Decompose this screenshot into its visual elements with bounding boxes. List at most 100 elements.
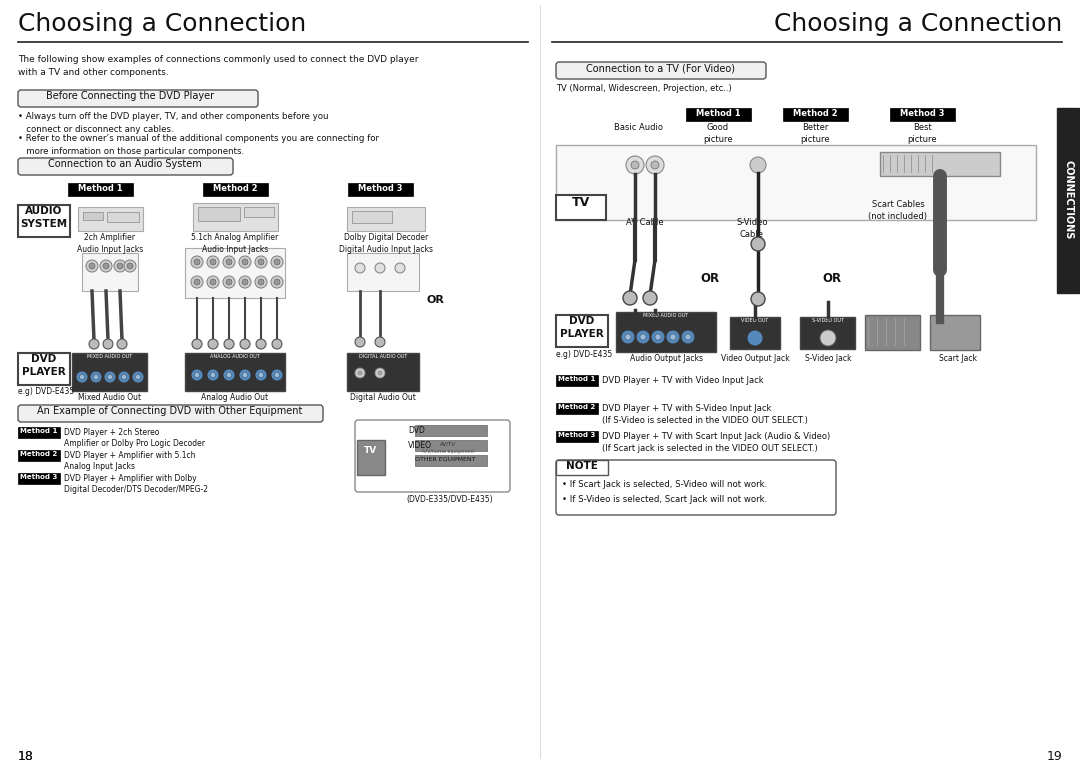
Text: e.g) DVD-E435: e.g) DVD-E435 [556, 350, 612, 359]
Text: Video Output Jack: Video Output Jack [720, 354, 789, 363]
Circle shape [625, 334, 631, 340]
Circle shape [643, 291, 657, 305]
Bar [556, 375, 598, 386]
Text: TV: TV [364, 445, 378, 454]
Text: OR: OR [427, 295, 444, 305]
Circle shape [207, 276, 219, 288]
Text: Scart Jack: Scart Jack [939, 354, 977, 363]
Circle shape [355, 263, 365, 273]
Bar [730, 317, 780, 349]
Circle shape [89, 263, 95, 269]
Circle shape [135, 375, 140, 379]
Bar [556, 403, 598, 414]
Text: Method 2: Method 2 [558, 403, 596, 409]
Text: Method 1: Method 1 [697, 109, 741, 118]
Bar [783, 108, 848, 121]
Circle shape [242, 259, 248, 265]
Bar [78, 207, 143, 231]
Text: Dolby Digital Decoder
Digital Audio Input Jacks: Dolby Digital Decoder Digital Audio Inpu… [339, 233, 433, 254]
Circle shape [117, 339, 127, 349]
Text: e.g) DVD-E435: e.g) DVD-E435 [18, 387, 75, 396]
Circle shape [375, 337, 384, 347]
Circle shape [118, 371, 130, 383]
Circle shape [100, 260, 112, 272]
Circle shape [222, 276, 235, 288]
Text: ANALOG AUDIO OUT: ANALOG AUDIO OUT [211, 354, 260, 359]
Text: Connection to a TV (For Video): Connection to a TV (For Video) [586, 63, 735, 73]
Text: Method 2: Method 2 [21, 451, 57, 457]
Circle shape [239, 276, 251, 288]
Circle shape [86, 260, 98, 272]
Circle shape [274, 279, 280, 285]
Bar [865, 315, 920, 350]
Text: OR: OR [701, 272, 719, 285]
Circle shape [623, 291, 637, 305]
Text: S-VIDEO OUT: S-VIDEO OUT [812, 318, 843, 323]
Bar [415, 455, 487, 466]
Circle shape [751, 292, 765, 306]
Circle shape [654, 334, 661, 340]
Bar [347, 353, 419, 391]
Text: Scart Cables
(not included): Scart Cables (not included) [868, 200, 928, 221]
Text: TV: TV [572, 196, 590, 209]
Text: Digital Audio Out: Digital Audio Out [350, 393, 416, 402]
Circle shape [626, 156, 644, 174]
Circle shape [207, 369, 219, 381]
FancyBboxPatch shape [18, 90, 258, 107]
Text: TV (Normal, Widescreen, Projection, etc..): TV (Normal, Widescreen, Projection, etc.… [556, 84, 732, 93]
Bar [415, 425, 487, 436]
Bar [415, 440, 487, 451]
Text: 19: 19 [1047, 750, 1062, 763]
Bar [68, 183, 133, 196]
Text: Choosing a Connection: Choosing a Connection [18, 12, 307, 36]
Bar [1057, 108, 1079, 293]
Text: DVD Player + 2ch Stereo
Amplifier or Dolby Pro Logic Decoder: DVD Player + 2ch Stereo Amplifier or Dol… [64, 428, 205, 448]
Circle shape [80, 375, 84, 379]
Circle shape [103, 339, 113, 349]
Bar [556, 460, 608, 475]
Circle shape [375, 263, 384, 273]
Text: DVD: DVD [408, 426, 424, 435]
Text: Before Connecting the DVD Player: Before Connecting the DVD Player [46, 91, 214, 101]
Text: 18: 18 [18, 750, 33, 763]
Circle shape [274, 373, 280, 377]
Bar [72, 353, 147, 391]
Circle shape [670, 334, 676, 340]
Circle shape [239, 369, 251, 381]
Circle shape [121, 375, 126, 379]
Bar [347, 207, 426, 231]
Circle shape [94, 375, 98, 379]
Circle shape [114, 260, 126, 272]
Circle shape [132, 371, 144, 383]
Circle shape [104, 371, 116, 383]
Circle shape [271, 369, 283, 381]
Circle shape [240, 339, 249, 349]
Circle shape [255, 256, 267, 268]
Circle shape [191, 369, 203, 381]
Bar [800, 317, 855, 349]
Circle shape [210, 259, 216, 265]
Bar [18, 427, 60, 438]
Text: AV/TV: AV/TV [440, 441, 456, 446]
Circle shape [751, 237, 765, 251]
Text: DVD Player + TV with Video Input Jack: DVD Player + TV with Video Input Jack [602, 376, 764, 385]
Text: DVD
PLAYER: DVD PLAYER [561, 316, 604, 339]
Circle shape [681, 330, 696, 344]
Circle shape [820, 330, 836, 346]
Text: A/V/home equipment: A/V/home equipment [422, 449, 474, 454]
Text: OTHER EQUIPMENT: OTHER EQUIPMENT [415, 456, 475, 461]
Circle shape [227, 373, 231, 377]
Text: AV Cable: AV Cable [626, 218, 664, 227]
Circle shape [76, 371, 87, 383]
Circle shape [274, 259, 280, 265]
FancyBboxPatch shape [18, 158, 233, 175]
Text: MIXED AUDIO OUT: MIXED AUDIO OUT [644, 313, 689, 318]
Circle shape [621, 330, 635, 344]
Circle shape [636, 330, 650, 344]
Bar [193, 203, 278, 231]
Bar [18, 353, 70, 385]
Bar [107, 212, 139, 222]
Circle shape [89, 339, 99, 349]
Text: DVD Player + TV with S-Video Input Jack
(If S-Video is selected in the VIDEO OUT: DVD Player + TV with S-Video Input Jack … [602, 403, 808, 425]
Bar [347, 253, 419, 291]
